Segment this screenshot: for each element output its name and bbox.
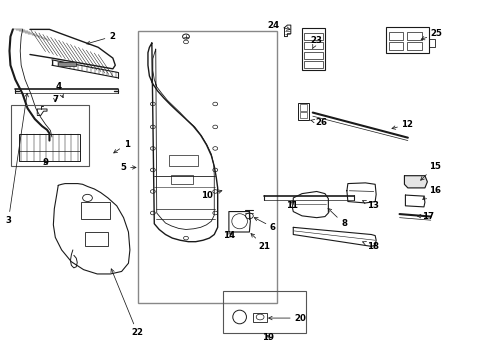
Text: 26: 26 [310, 118, 326, 127]
Text: 14: 14 [223, 231, 234, 240]
Bar [81, 202, 110, 220]
Bar [138, 31, 277, 303]
Text: 10: 10 [201, 190, 222, 199]
Bar [168, 155, 198, 166]
Text: 17: 17 [417, 212, 434, 221]
Text: 8: 8 [327, 208, 346, 228]
Bar [298, 103, 308, 120]
Bar [171, 175, 193, 184]
Text: 12: 12 [391, 120, 413, 129]
Text: 15: 15 [420, 162, 440, 180]
Text: 23: 23 [310, 36, 322, 49]
Text: 16: 16 [422, 185, 440, 199]
Text: 5: 5 [121, 163, 136, 172]
Text: 19: 19 [262, 333, 273, 342]
Bar [299, 104, 306, 111]
Polygon shape [404, 176, 427, 188]
Text: 9: 9 [42, 158, 48, 167]
Bar [304, 33, 323, 40]
Text: 7: 7 [52, 95, 58, 104]
Text: 22: 22 [111, 269, 143, 337]
Text: 6: 6 [254, 218, 275, 232]
Text: 13: 13 [362, 201, 379, 210]
Text: 1: 1 [114, 140, 129, 153]
Bar [428, 39, 434, 46]
Text: 11: 11 [285, 201, 297, 210]
Bar [304, 61, 323, 68]
Bar [388, 42, 403, 50]
Bar [222, 291, 306, 333]
Polygon shape [58, 62, 76, 66]
Bar [407, 32, 421, 40]
Text: 18: 18 [362, 242, 379, 251]
Bar [304, 51, 323, 59]
Text: 20: 20 [268, 314, 305, 323]
Bar [407, 42, 421, 50]
Bar [388, 32, 403, 40]
Text: 3: 3 [5, 93, 28, 225]
Bar [385, 27, 428, 53]
Bar [253, 313, 266, 321]
Text: 24: 24 [267, 21, 289, 30]
Text: 2: 2 [86, 32, 115, 45]
Text: 21: 21 [250, 234, 269, 251]
Text: 25: 25 [420, 29, 442, 40]
Text: 4: 4 [55, 82, 63, 98]
Bar [19, 134, 80, 161]
Bar [84, 232, 108, 246]
Bar [304, 42, 323, 49]
Bar [11, 105, 89, 166]
Bar [299, 112, 306, 118]
Bar [302, 28, 325, 69]
